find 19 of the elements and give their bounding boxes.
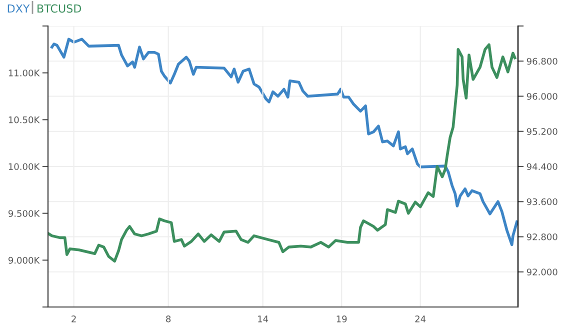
y2-tick-label: 94.400 <box>526 163 558 170</box>
y2-tick-label: 93.600 <box>526 198 558 206</box>
text: DXY <box>8 4 30 13</box>
y2-tick-label: 92.800 <box>526 233 558 240</box>
x-tick-label: 19 <box>336 315 347 322</box>
x-tick-label: 14 <box>258 316 268 322</box>
y2-tick-label: 96.800 <box>526 58 558 65</box>
y2-tick-label: 92.000 <box>526 268 558 276</box>
y-tick-label: 10.00K <box>8 163 40 170</box>
y2-tick-label: 95.200 <box>526 128 558 135</box>
x-tick-label: 8 <box>166 315 171 322</box>
y-tick-label: 9.500K <box>8 210 40 217</box>
text: BTCUSD <box>38 4 82 13</box>
y-tick-label: 11.00K <box>8 70 40 76</box>
y-tick-label: 9.000K <box>8 256 40 264</box>
y-tick-label: 10.50K <box>8 116 40 124</box>
y2-tick-label: 96.000 <box>526 92 558 100</box>
x-tick-label: 2 <box>72 315 76 322</box>
x-tick-label: 24 <box>415 315 426 322</box>
